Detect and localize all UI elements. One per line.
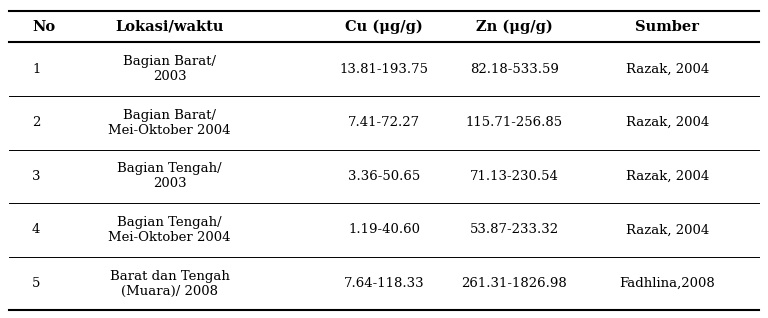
Text: 7.64-118.33: 7.64-118.33 bbox=[344, 277, 424, 290]
Text: 13.81-193.75: 13.81-193.75 bbox=[339, 63, 429, 76]
Text: Bagian Tengah/
2003: Bagian Tengah/ 2003 bbox=[118, 162, 222, 190]
Text: Cu (μg/g): Cu (μg/g) bbox=[345, 19, 423, 34]
Text: 71.13-230.54: 71.13-230.54 bbox=[470, 170, 558, 183]
Text: Lokasi/waktu: Lokasi/waktu bbox=[115, 20, 224, 34]
Text: Barat dan Tengah
(Muara)/ 2008: Barat dan Tengah (Muara)/ 2008 bbox=[110, 270, 230, 298]
Text: 1: 1 bbox=[32, 63, 41, 76]
Text: Fadhlina,2008: Fadhlina,2008 bbox=[619, 277, 715, 290]
Text: 5: 5 bbox=[32, 277, 41, 290]
Text: 2: 2 bbox=[32, 116, 41, 129]
Text: 1.19-40.60: 1.19-40.60 bbox=[348, 224, 420, 236]
Text: Razak, 2004: Razak, 2004 bbox=[625, 170, 709, 183]
Text: 53.87-233.32: 53.87-233.32 bbox=[469, 224, 558, 236]
Text: Razak, 2004: Razak, 2004 bbox=[625, 63, 709, 76]
Text: Razak, 2004: Razak, 2004 bbox=[625, 224, 709, 236]
Text: No: No bbox=[32, 20, 55, 34]
Text: Razak, 2004: Razak, 2004 bbox=[625, 116, 709, 129]
Text: Bagian Tengah/
Mei-Oktober 2004: Bagian Tengah/ Mei-Oktober 2004 bbox=[108, 216, 231, 244]
Text: Zn (μg/g): Zn (μg/g) bbox=[475, 19, 552, 34]
Text: Bagian Barat/
Mei-Oktober 2004: Bagian Barat/ Mei-Oktober 2004 bbox=[108, 109, 231, 137]
Text: 82.18-533.59: 82.18-533.59 bbox=[470, 63, 558, 76]
Text: Bagian Barat/
2003: Bagian Barat/ 2003 bbox=[123, 55, 217, 83]
Text: 7.41-72.27: 7.41-72.27 bbox=[348, 116, 420, 129]
Text: 3: 3 bbox=[32, 170, 41, 183]
Text: Sumber: Sumber bbox=[635, 20, 699, 34]
Text: 4: 4 bbox=[32, 224, 41, 236]
Text: 3.36-50.65: 3.36-50.65 bbox=[348, 170, 420, 183]
Text: 261.31-1826.98: 261.31-1826.98 bbox=[462, 277, 567, 290]
Text: 115.71-256.85: 115.71-256.85 bbox=[465, 116, 563, 129]
